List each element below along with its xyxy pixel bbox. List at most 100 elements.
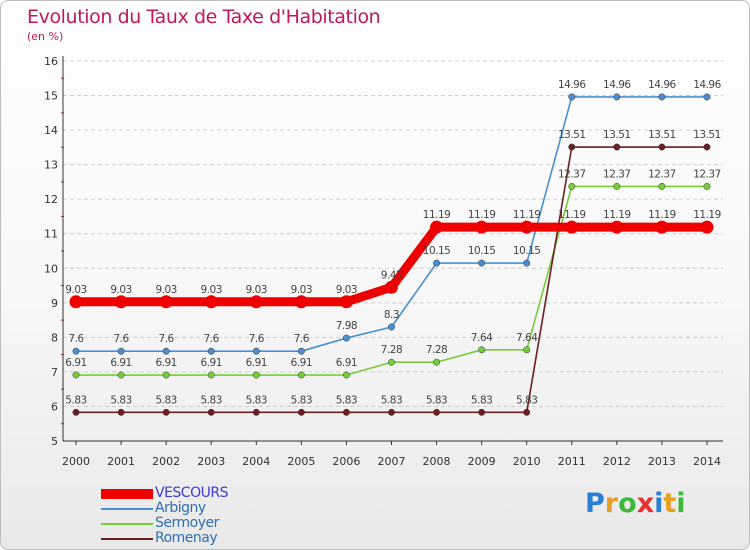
y-tick-label: 12 bbox=[44, 193, 58, 206]
data-label: 14.96 bbox=[693, 79, 721, 91]
data-label: 6.91 bbox=[65, 357, 86, 369]
x-tick-label: 2006 bbox=[332, 455, 360, 468]
data-label: 7.28 bbox=[426, 344, 447, 356]
data-label: 7.6 bbox=[249, 333, 265, 345]
data-point bbox=[297, 408, 305, 416]
data-point bbox=[207, 408, 215, 416]
data-label: 11.19 bbox=[423, 209, 451, 221]
data-label: 9.03 bbox=[110, 284, 131, 296]
legend-label: VESCOURS bbox=[155, 485, 228, 501]
data-label: 14.96 bbox=[648, 79, 676, 91]
data-point bbox=[207, 371, 215, 379]
data-label: 5.83 bbox=[65, 394, 86, 406]
data-label: 9.03 bbox=[291, 284, 312, 296]
legend-swatch bbox=[101, 489, 153, 499]
data-point bbox=[342, 371, 350, 379]
data-point bbox=[703, 93, 711, 101]
data-point bbox=[72, 371, 80, 379]
x-tick-label: 2005 bbox=[287, 455, 315, 468]
x-tick-label: 2001 bbox=[107, 455, 135, 468]
data-point bbox=[658, 143, 666, 151]
legend-label: Romenay bbox=[155, 530, 218, 546]
data-label: 5.83 bbox=[426, 394, 447, 406]
legend-swatch bbox=[101, 538, 153, 540]
data-label: 5.83 bbox=[201, 394, 222, 406]
y-tick-label: 7 bbox=[51, 366, 58, 379]
data-label: 11.19 bbox=[648, 209, 676, 221]
data-point bbox=[568, 93, 576, 101]
data-point bbox=[252, 347, 260, 355]
data-label: 7.6 bbox=[294, 333, 310, 345]
data-point bbox=[523, 259, 531, 267]
data-point bbox=[114, 295, 128, 309]
data-label: 14.96 bbox=[603, 79, 631, 91]
data-label: 5.83 bbox=[155, 394, 176, 406]
data-point bbox=[568, 182, 576, 190]
data-label: 13.51 bbox=[693, 129, 721, 141]
data-label: 12.37 bbox=[603, 168, 631, 180]
data-label: 10.15 bbox=[423, 245, 451, 257]
logo-letter: t bbox=[663, 488, 677, 519]
data-point bbox=[249, 295, 263, 309]
data-point bbox=[388, 323, 395, 331]
data-point bbox=[72, 408, 80, 416]
data-point bbox=[478, 346, 486, 354]
x-tick-label: 2010 bbox=[513, 455, 541, 468]
data-label: 10.15 bbox=[468, 245, 496, 257]
data-label: 6.91 bbox=[155, 357, 176, 369]
data-point bbox=[388, 358, 395, 366]
data-point bbox=[297, 371, 305, 379]
data-label: 7.64 bbox=[471, 332, 493, 344]
data-label: 6.91 bbox=[336, 357, 357, 369]
data-label: 10.15 bbox=[513, 245, 541, 257]
data-point bbox=[613, 182, 621, 190]
data-point bbox=[204, 295, 218, 309]
data-point bbox=[69, 295, 83, 309]
data-label: 7.98 bbox=[336, 320, 357, 332]
data-point bbox=[613, 143, 621, 151]
legend-item: VESCOURS bbox=[101, 485, 301, 501]
data-point bbox=[342, 408, 350, 416]
y-tick-label: 9 bbox=[51, 297, 58, 310]
x-tick-label: 2000 bbox=[62, 455, 90, 468]
data-point bbox=[433, 358, 441, 366]
data-label: 11.19 bbox=[513, 209, 541, 221]
data-point bbox=[384, 280, 398, 294]
y-tick-label: 16 bbox=[44, 55, 58, 68]
data-label: 7.6 bbox=[113, 333, 129, 345]
data-point bbox=[703, 143, 711, 151]
data-point bbox=[433, 408, 441, 416]
legend: VESCOURS Arbigny Sermoyer Romenay bbox=[101, 485, 301, 546]
data-label: 9.03 bbox=[246, 284, 267, 296]
data-label: 5.83 bbox=[336, 394, 357, 406]
data-label: 7.28 bbox=[381, 344, 402, 356]
data-point bbox=[388, 408, 395, 416]
x-tick-label: 2014 bbox=[693, 455, 721, 468]
data-label: 6.91 bbox=[291, 357, 312, 369]
y-tick-label: 14 bbox=[44, 124, 58, 137]
data-point bbox=[430, 220, 444, 234]
logo-letter: o bbox=[618, 488, 637, 519]
logo-letter: x bbox=[636, 488, 655, 519]
x-tick-label: 2012 bbox=[603, 455, 631, 468]
legend-swatch bbox=[101, 523, 153, 525]
data-point bbox=[117, 371, 125, 379]
data-point bbox=[523, 408, 531, 416]
data-label: 11.19 bbox=[468, 209, 496, 221]
x-tick-label: 2013 bbox=[648, 455, 676, 468]
data-label: 14.96 bbox=[558, 79, 586, 91]
data-point bbox=[339, 295, 353, 309]
data-label: 11.19 bbox=[693, 209, 721, 221]
legend-label: Sermoyer bbox=[155, 515, 219, 531]
data-label: 13.51 bbox=[648, 129, 676, 141]
data-label: 6.91 bbox=[246, 357, 267, 369]
logo-letter: i bbox=[676, 488, 686, 519]
data-point bbox=[252, 371, 260, 379]
data-label: 7.6 bbox=[159, 333, 175, 345]
legend-item: Sermoyer bbox=[101, 515, 301, 531]
data-point bbox=[162, 371, 170, 379]
data-point bbox=[658, 93, 666, 101]
data-label: 9.45 bbox=[381, 269, 402, 281]
data-point bbox=[700, 220, 714, 234]
